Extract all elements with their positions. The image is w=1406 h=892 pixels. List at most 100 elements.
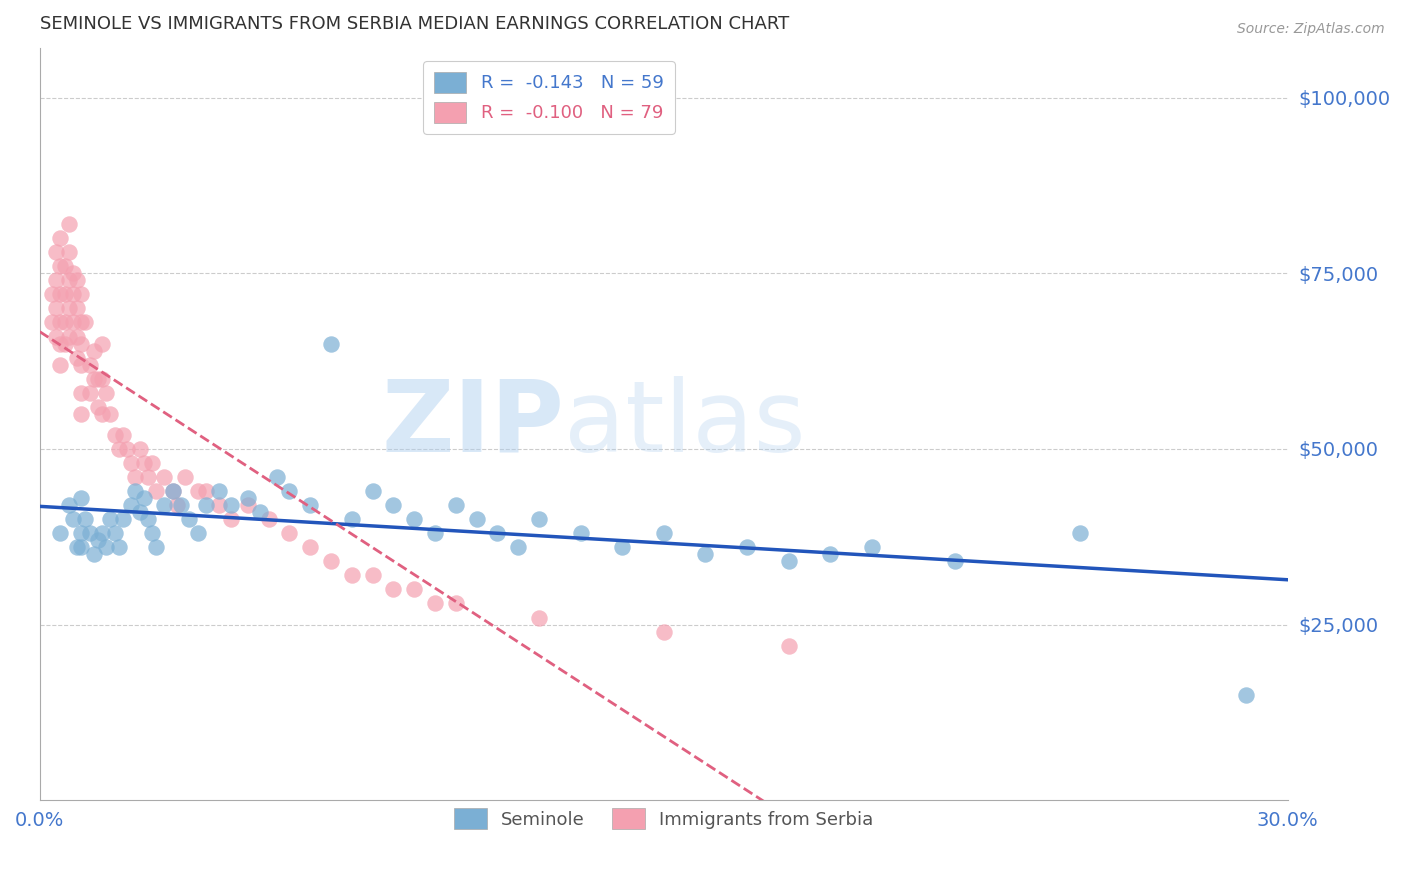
Point [444,597,467,611]
Point [75,315,97,329]
Point [62,287,84,301]
Point [174,470,197,484]
Point [66,329,89,343]
Point [53,315,76,329]
Point [66,351,89,365]
Point [162,484,184,499]
Point [115,442,138,456]
Point [91,336,114,351]
Point [62,315,84,329]
Point [58,498,80,512]
Point [70,541,93,555]
Point [58,301,80,316]
Point [75,512,97,526]
Point [49,315,72,329]
Point [124,484,146,499]
Point [404,512,426,526]
Point [778,554,800,568]
Point [41,315,63,329]
Point [58,217,80,231]
Point [179,512,201,526]
Point [70,315,93,329]
Point [83,372,105,386]
Point [91,407,114,421]
Point [45,273,67,287]
Point [103,428,125,442]
Point [70,336,93,351]
Point [207,498,229,512]
Point [87,372,110,386]
Point [49,526,72,541]
Text: SEMINOLE VS IMMIGRANTS FROM SERBIA MEDIAN EARNINGS CORRELATION CHART: SEMINOLE VS IMMIGRANTS FROM SERBIA MEDIA… [39,15,789,33]
Point [219,512,242,526]
Point [569,526,592,541]
Point [120,498,142,512]
Point [100,512,122,526]
Point [444,498,467,512]
Point [128,505,150,519]
Point [79,526,101,541]
Point [79,358,101,372]
Point [153,498,176,512]
Point [100,407,122,421]
Point [49,336,72,351]
Point [278,526,301,541]
Point [66,301,89,316]
Text: atlas: atlas [564,376,806,473]
Point [107,541,129,555]
Point [299,498,322,512]
Point [527,512,550,526]
Point [166,498,188,512]
Point [58,245,80,260]
Point [361,484,384,499]
Point [45,329,67,343]
Point [145,484,167,499]
Point [278,484,301,499]
Point [87,400,110,414]
Point [943,554,966,568]
Point [207,484,229,499]
Point [610,541,633,555]
Point [45,245,67,260]
Point [79,385,101,400]
Point [83,547,105,561]
Point [58,273,80,287]
Point [195,498,218,512]
Point [1234,688,1257,702]
Point [860,541,883,555]
Point [53,287,76,301]
Point [70,407,93,421]
Point [107,442,129,456]
Point [124,470,146,484]
Point [87,533,110,548]
Point [128,442,150,456]
Point [299,541,322,555]
Text: Source: ZipAtlas.com: Source: ZipAtlas.com [1237,22,1385,37]
Point [423,526,446,541]
Point [70,491,93,505]
Point [70,526,93,541]
Point [257,512,280,526]
Point [49,231,72,245]
Point [96,541,118,555]
Point [236,498,259,512]
Point [141,526,163,541]
Point [136,470,159,484]
Point [527,610,550,624]
Point [132,491,155,505]
Point [132,456,155,470]
Point [162,484,184,499]
Point [423,597,446,611]
Point [219,498,242,512]
Point [136,512,159,526]
Point [83,343,105,358]
Point [652,526,675,541]
Point [1069,526,1091,541]
Text: ZIP: ZIP [381,376,564,473]
Point [695,547,717,561]
Point [66,541,89,555]
Point [361,568,384,582]
Point [187,526,209,541]
Point [382,582,405,597]
Point [145,541,167,555]
